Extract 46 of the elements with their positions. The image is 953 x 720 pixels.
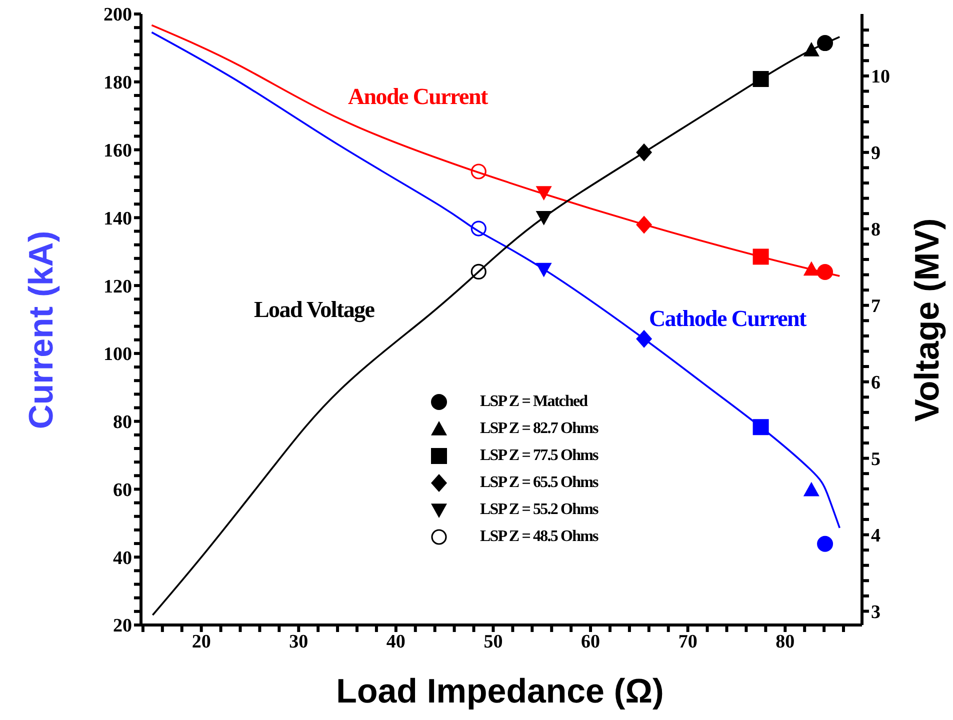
y2-tick-label: 10 [871, 66, 890, 88]
y-tick-label: 120 [104, 276, 132, 298]
series-label: Anode Current [348, 84, 488, 110]
y-axis-title: Current (kA) [22, 230, 62, 430]
y2-tick-label: 9 [871, 143, 880, 164]
point [817, 35, 834, 52]
y-tick-label: 200 [104, 4, 132, 26]
x-axis-title: Load Impedance (Ω) [336, 672, 664, 712]
y2-tick-label: 6 [871, 372, 880, 394]
y2-tick-label: 3 [871, 602, 880, 623]
line-series [150, 24, 841, 277]
line-series [150, 31, 841, 529]
point [536, 211, 552, 226]
y-tick-label: 20 [113, 616, 132, 637]
series-label: Load Voltage [254, 297, 374, 323]
y-tick-label: 60 [113, 480, 132, 501]
y2-axis-title: Voltage (MV) [908, 218, 948, 422]
y2-tick-label: 5 [871, 449, 880, 470]
y2-tick-label: 8 [871, 220, 880, 241]
point [636, 143, 652, 162]
point [803, 42, 820, 56]
x-tick-label: 70 [678, 631, 698, 652]
point [752, 71, 769, 87]
y-tick-label: 180 [104, 72, 132, 94]
legend-label: LSP Z = 82.7 Ohms [480, 420, 598, 438]
x-tick-label: 60 [581, 631, 600, 652]
legend-label: LSP Z = Matched [480, 392, 588, 410]
y2-tick-label: 7 [871, 296, 881, 318]
legend-label: LSP Z = 55.2 Ohms [480, 500, 598, 518]
x-tick-label: 30 [289, 631, 308, 652]
line-series [152, 36, 841, 616]
y-tick-label: 160 [104, 140, 132, 162]
x-tick-label: 20 [192, 631, 211, 652]
y-tick-label: 100 [104, 344, 132, 366]
y-tick-label: 80 [113, 412, 132, 434]
x-tick-label: 50 [484, 631, 503, 652]
legend-label: LSP Z = 77.5 Ohms [480, 446, 598, 464]
y-tick-label: 140 [104, 208, 132, 230]
legend-label: LSP Z = 48.5 Ohms [480, 528, 598, 546]
point [470, 264, 486, 280]
y2-tick-label: 4 [871, 526, 881, 547]
x-tick-label: 80 [776, 631, 795, 652]
y-tick-label: 40 [113, 548, 132, 569]
x-tick-label: 40 [386, 631, 406, 652]
legend-label: LSP Z = 65.5 Ohms [480, 474, 598, 492]
series-label: Cathode Current [649, 306, 806, 332]
